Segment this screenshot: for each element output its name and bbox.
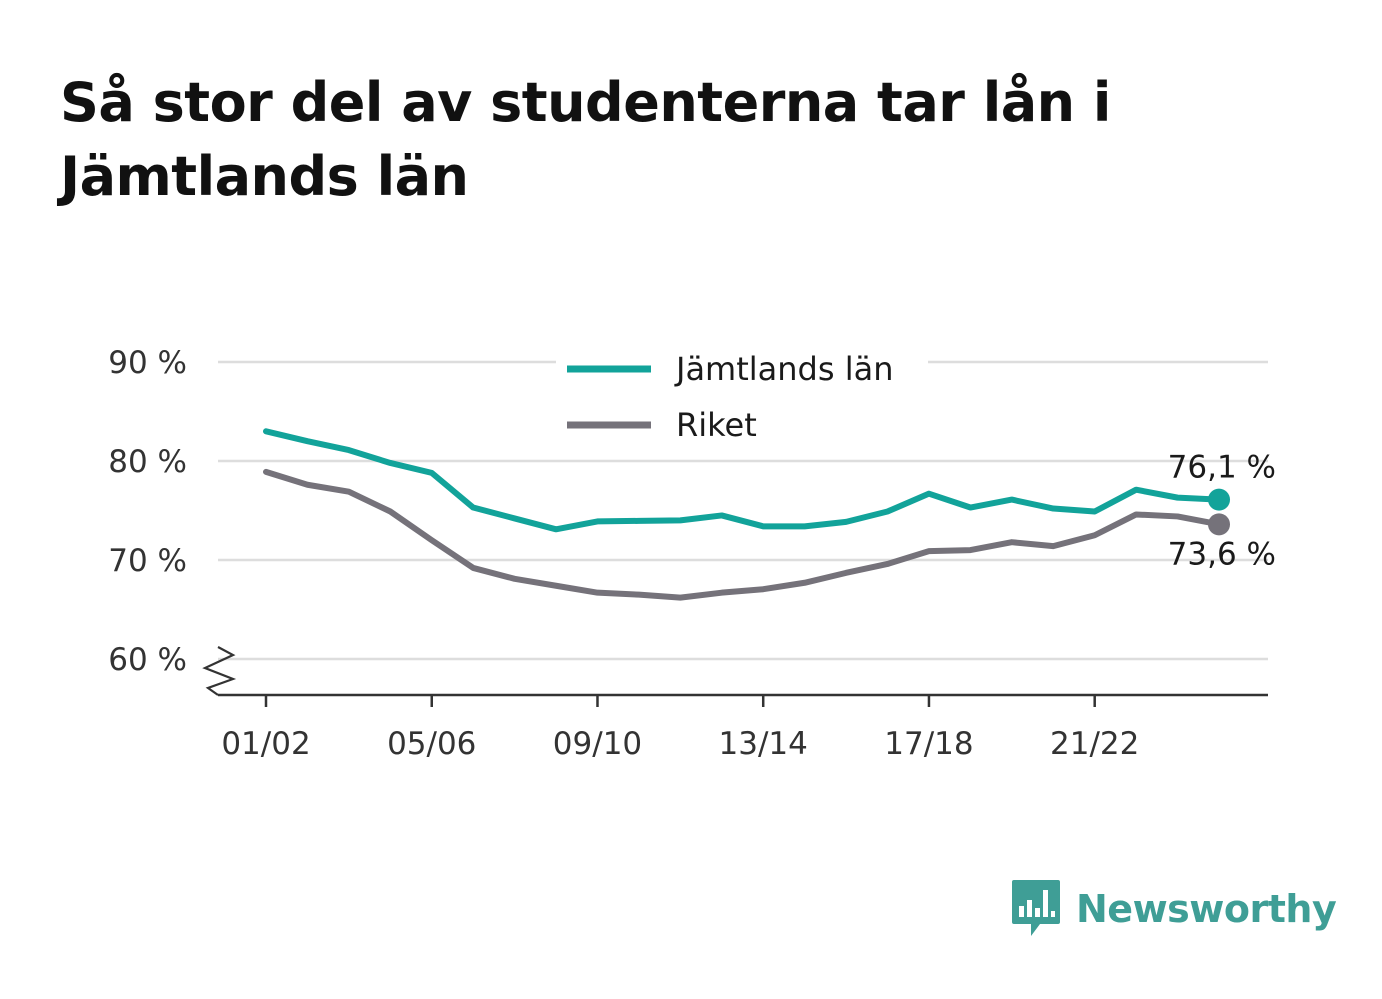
x-tick-label: 01/02 (221, 726, 310, 762)
legend-background (556, 340, 928, 458)
x-tick-label: 09/10 (553, 726, 642, 762)
bar-chart-speech-bubble-icon (1012, 880, 1060, 936)
x-tick-label: 17/18 (884, 726, 973, 762)
end-labels: 76,1 % 73,6 % (1168, 450, 1276, 573)
brand-name: Newsworthy (1076, 887, 1337, 931)
x-tick-label: 05/06 (387, 726, 476, 762)
y-tick-label: 60 % (108, 642, 187, 678)
x-axis (202, 646, 1268, 697)
newsworthy-logo: Newsworthy (1010, 878, 1337, 940)
x-tick-label: 13/14 (719, 726, 808, 762)
data-label: 76,1 % (1168, 450, 1276, 486)
legend-label: Riket (676, 406, 757, 444)
data-label: 73,6 % (1168, 536, 1276, 572)
series-lines (263, 428, 1230, 601)
y-axis-break-icon (202, 646, 237, 696)
y-tick-label: 80 % (108, 444, 187, 480)
legend: Jämtlands län Riket (556, 340, 928, 458)
legend-label: Jämtlands län (674, 350, 893, 388)
chart-title: Så stor del av studenterna tar lån i Jäm… (60, 71, 1111, 208)
series-end-point (1208, 513, 1230, 536)
series-end-point (1208, 488, 1230, 511)
x-tick-label: 21/22 (1050, 726, 1139, 762)
series-line (263, 428, 1222, 533)
series-line (263, 468, 1222, 601)
x-axis-ticks: 01/02 05/06 09/10 13/14 17/18 21/22 (221, 695, 1139, 762)
y-axis-ticks: 60 % 70 % 80 % 90 % (108, 345, 187, 678)
y-tick-label: 70 % (108, 543, 187, 579)
y-tick-label: 90 % (108, 345, 187, 381)
